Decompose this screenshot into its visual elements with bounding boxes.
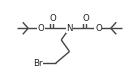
Text: O: O [50, 14, 56, 23]
Text: O: O [83, 14, 89, 23]
Text: O: O [95, 24, 102, 33]
Text: N: N [66, 24, 73, 33]
Text: Br: Br [33, 59, 43, 68]
Text: O: O [37, 24, 44, 33]
